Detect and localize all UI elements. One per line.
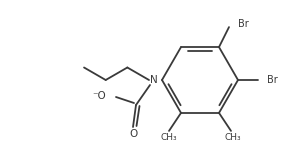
- Text: Br: Br: [267, 75, 278, 85]
- Text: O: O: [130, 129, 138, 139]
- Text: N: N: [150, 75, 158, 85]
- Text: Br: Br: [238, 19, 249, 29]
- Text: CH₃: CH₃: [161, 133, 177, 142]
- Text: CH₃: CH₃: [225, 133, 241, 142]
- Text: ⁻O: ⁻O: [92, 91, 106, 101]
